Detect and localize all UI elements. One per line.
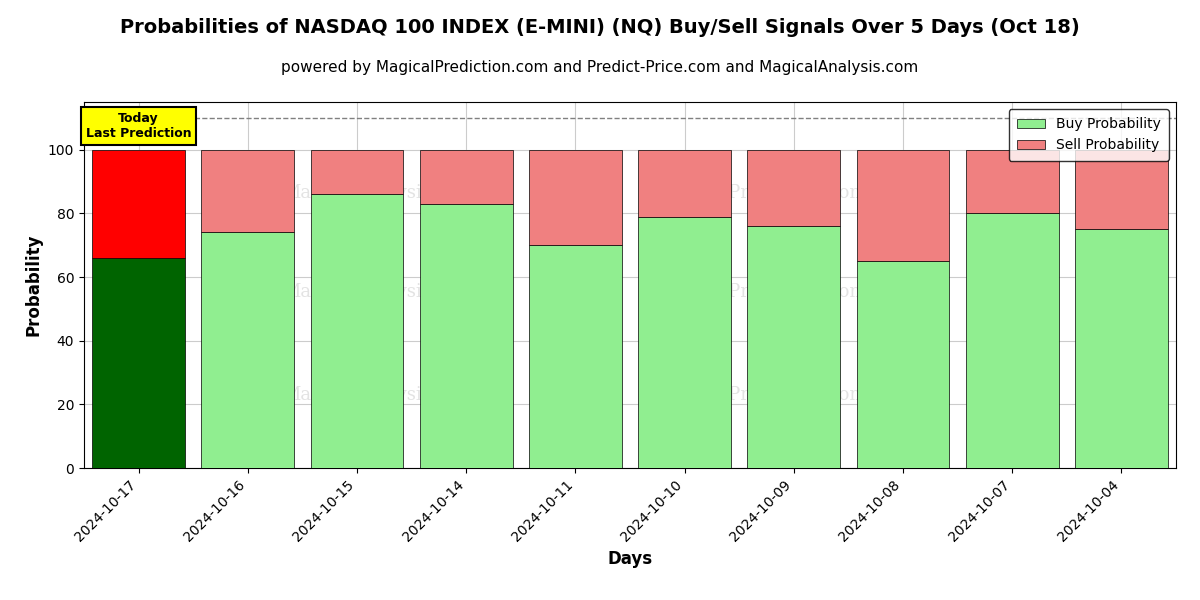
Bar [92,258,185,468]
Text: powered by MagicalPrediction.com and Predict-Price.com and MagicalAnalysis.com: powered by MagicalPrediction.com and Pre… [281,60,919,75]
Text: Today
Last Prediction: Today Last Prediction [85,112,192,140]
Bar [1075,229,1168,468]
Bar [966,150,1058,214]
Bar [748,226,840,468]
Text: MagicalAnalysis.com: MagicalAnalysis.com [282,386,475,404]
Bar [1075,150,1168,229]
Bar [638,150,731,217]
Text: MagicalAnalysis.com: MagicalAnalysis.com [282,283,475,301]
Bar [638,217,731,468]
Text: MagicalAnalysis.com: MagicalAnalysis.com [282,185,475,202]
Bar [420,204,512,468]
Bar [857,150,949,261]
X-axis label: Days: Days [607,550,653,568]
Text: MagicalPrediction.com: MagicalPrediction.com [655,185,866,202]
Y-axis label: Probability: Probability [24,234,42,336]
Bar [857,261,949,468]
Text: MagicalPrediction.com: MagicalPrediction.com [655,386,866,404]
Bar [311,150,403,194]
Bar [529,150,622,245]
Bar [202,150,294,232]
Bar [966,214,1058,468]
Text: Probabilities of NASDAQ 100 INDEX (E-MINI) (NQ) Buy/Sell Signals Over 5 Days (Oc: Probabilities of NASDAQ 100 INDEX (E-MIN… [120,18,1080,37]
Bar [748,150,840,226]
Bar [202,232,294,468]
Text: MagicalPrediction.com: MagicalPrediction.com [655,283,866,301]
Bar [311,194,403,468]
Bar [529,245,622,468]
Legend: Buy Probability, Sell Probability: Buy Probability, Sell Probability [1009,109,1169,161]
Bar [92,150,185,258]
Bar [420,150,512,204]
